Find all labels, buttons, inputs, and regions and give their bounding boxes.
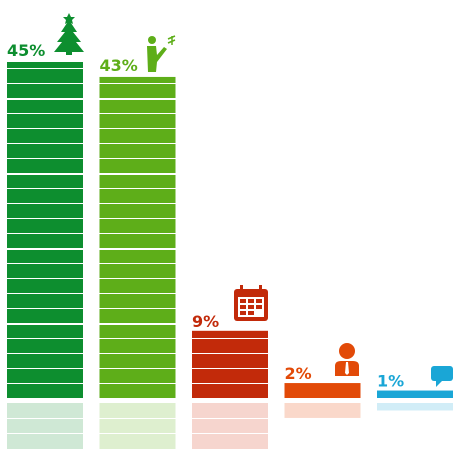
calendar-icon	[234, 285, 268, 321]
reflection-person	[99, 403, 176, 449]
bar-person	[99, 76, 176, 398]
person-icon	[335, 343, 359, 376]
bar-calendar	[192, 330, 268, 398]
value-label-43: 43%	[100, 56, 138, 75]
value-label-9: 9%	[192, 312, 219, 331]
value-label-1: 1%	[377, 372, 404, 391]
reflection-manager	[284, 403, 361, 418]
value-label-2: 2%	[285, 364, 312, 383]
reflection-calendar	[192, 403, 268, 449]
christmas-tree-icon	[54, 13, 84, 55]
reflection-tree	[7, 403, 83, 449]
bars-group	[7, 62, 453, 398]
bar-tree	[7, 62, 83, 398]
value-label-45: 45%	[7, 41, 45, 60]
speech-bubble-icon	[431, 366, 453, 387]
bar-manager	[284, 383, 361, 398]
bar-chat	[377, 390, 453, 398]
person-pointing-icon	[147, 35, 176, 72]
reflection-chat	[377, 403, 453, 411]
reflections-group	[7, 403, 453, 449]
